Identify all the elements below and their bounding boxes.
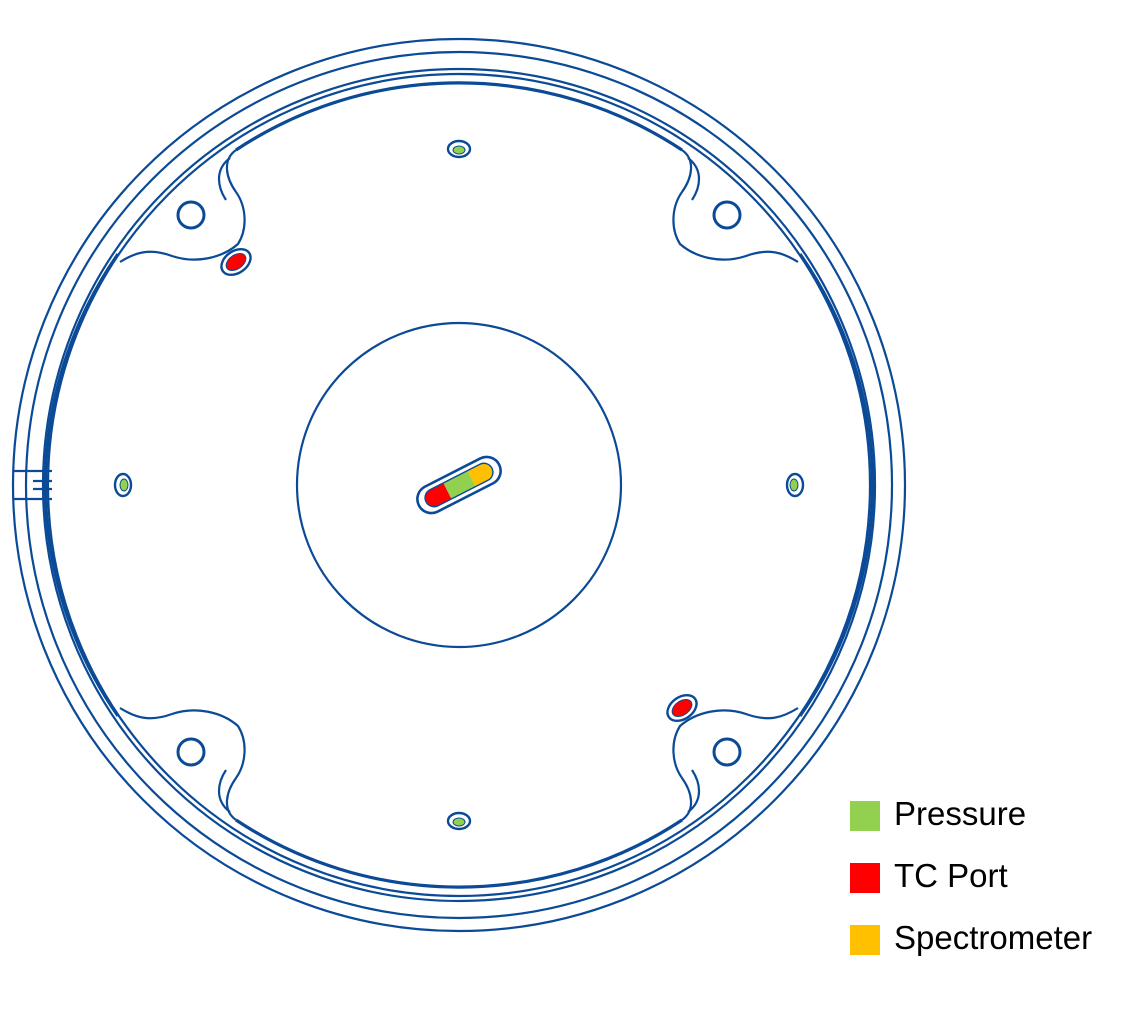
- inner-wall: [43, 81, 875, 889]
- bolt-hole-top-left: [176, 200, 206, 230]
- clamp-pocket-bottom-left: [119, 707, 246, 821]
- legend-item-spectrometer: Spectrometer: [850, 914, 1120, 976]
- legend-label-spectrometer: Spectrometer: [894, 919, 1093, 956]
- tc-port-bottom-right: [666, 693, 698, 723]
- bolt-hole-bottom-right: [712, 737, 742, 767]
- pressure-swatch: [850, 801, 880, 831]
- spectrometer-swatch: [850, 925, 880, 955]
- center-viewport: [295, 321, 623, 649]
- clamp-pocket-top-left: [119, 149, 246, 263]
- bolt-hole-top-right: [712, 200, 742, 230]
- center-combined-port: [416, 455, 502, 515]
- outer-ring: [11, 37, 907, 933]
- outer-ring-2: [24, 50, 894, 920]
- clamp-pocket-top-right: [672, 149, 799, 263]
- outer-ring-3: [41, 67, 877, 903]
- center-port-pressure-segment: [443, 470, 476, 499]
- pressure-port-bottom: [446, 811, 472, 831]
- outer-ring-4: [46, 72, 872, 898]
- bolt-hole-bottom-left: [176, 737, 206, 767]
- pressure-port-right: [785, 472, 805, 498]
- pressure-port-top: [446, 139, 472, 159]
- tc-port-swatch: [850, 863, 880, 893]
- legend-item-tc-port: TC Port: [850, 852, 1120, 914]
- legend-label-pressure: Pressure: [894, 795, 1027, 832]
- legend: Pressure TC Port Spectrometer: [850, 790, 1120, 976]
- tc-port-top-left: [220, 247, 252, 277]
- pressure-port-left: [113, 472, 133, 498]
- legend-item-pressure: Pressure: [850, 790, 1120, 852]
- clamp-pocket-bottom-right: [672, 707, 799, 821]
- legend-label-tc-port: TC Port: [894, 857, 1008, 894]
